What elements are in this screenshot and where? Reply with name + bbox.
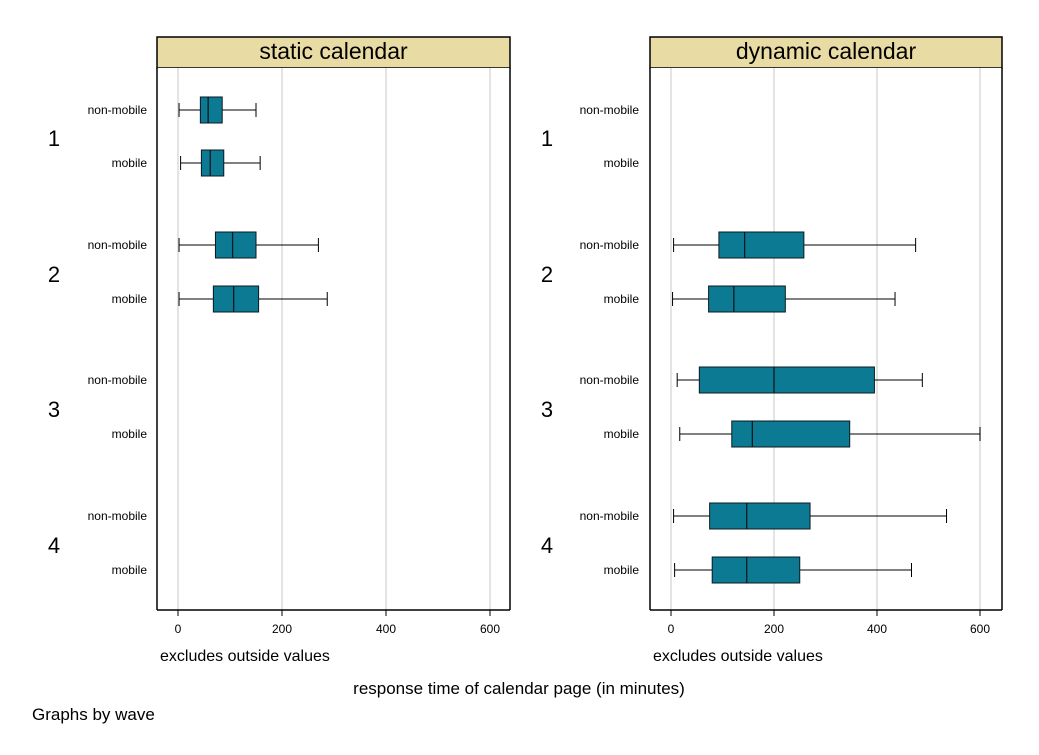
footnote: Graphs by wave (32, 705, 155, 724)
box-1-non-mobile (178, 96, 257, 124)
x-tick-label: 400 (376, 622, 396, 636)
plot-area (157, 68, 510, 610)
iqr-box (718, 231, 805, 259)
x-tick-label: 600 (970, 622, 990, 636)
panel-strip (649, 36, 1003, 69)
box-2-non-mobile (178, 231, 319, 259)
x-axis-title: response time of calendar page (in minut… (353, 679, 685, 698)
box-3-non-mobile (676, 366, 923, 394)
category-label: mobile (604, 156, 640, 170)
wave-label: 3 (48, 397, 60, 422)
x-tick-label: 600 (480, 622, 500, 636)
category-label: non-mobile (88, 509, 148, 523)
x-tick-label: 400 (867, 622, 887, 636)
wave-label: 2 (541, 262, 553, 287)
x-tick-label: 0 (175, 622, 182, 636)
category-label: mobile (604, 427, 640, 441)
box-2-non-mobile (673, 231, 917, 259)
box-2-mobile (672, 285, 896, 313)
category-label: non-mobile (88, 238, 148, 252)
category-label: non-mobile (580, 103, 640, 117)
axis-note: excludes outside values (653, 648, 823, 665)
category-label: non-mobile (580, 509, 640, 523)
iqr-box (711, 556, 801, 584)
iqr-box (200, 149, 225, 177)
panel-strip (156, 36, 511, 69)
iqr-box (709, 502, 811, 530)
x-tick-label: 0 (668, 622, 675, 636)
wave-label: 1 (541, 126, 553, 151)
axis-note: excludes outside values (160, 648, 330, 665)
category-label: mobile (112, 427, 148, 441)
iqr-box (731, 420, 851, 448)
x-tick-label: 200 (764, 622, 784, 636)
panel-title: dynamic calendar (736, 38, 917, 64)
category-label: mobile (112, 563, 148, 577)
category-label: mobile (112, 156, 148, 170)
box-1-mobile (180, 149, 261, 177)
panel-title: static calendar (259, 38, 408, 64)
category-label: mobile (112, 292, 148, 306)
iqr-box (199, 96, 223, 124)
wave-label: 1 (48, 126, 60, 151)
wave-label: 2 (48, 262, 60, 287)
wave-label: 4 (541, 533, 553, 558)
box-4-non-mobile (673, 502, 948, 530)
category-label: non-mobile (88, 373, 148, 387)
wave-label: 4 (48, 533, 60, 558)
panel-2: dynamic calendar 0 200 400 600 excludes outsi… (541, 36, 1003, 665)
plot-area (650, 68, 1002, 610)
x-tick-label: 200 (272, 622, 292, 636)
category-label: non-mobile (580, 238, 640, 252)
iqr-box (214, 231, 257, 259)
panel-1: static calendar 0 200 400 600 excludes outsid… (48, 36, 511, 665)
box-4-mobile (674, 556, 913, 584)
iqr-box (698, 366, 875, 394)
box-2-mobile (178, 285, 328, 313)
category-label: mobile (604, 563, 640, 577)
category-label: non-mobile (88, 103, 148, 117)
iqr-box (212, 285, 260, 313)
wave-label: 3 (541, 397, 553, 422)
box-3-mobile (679, 420, 981, 448)
category-label: non-mobile (580, 373, 640, 387)
iqr-box (708, 285, 786, 313)
category-label: mobile (604, 292, 640, 306)
